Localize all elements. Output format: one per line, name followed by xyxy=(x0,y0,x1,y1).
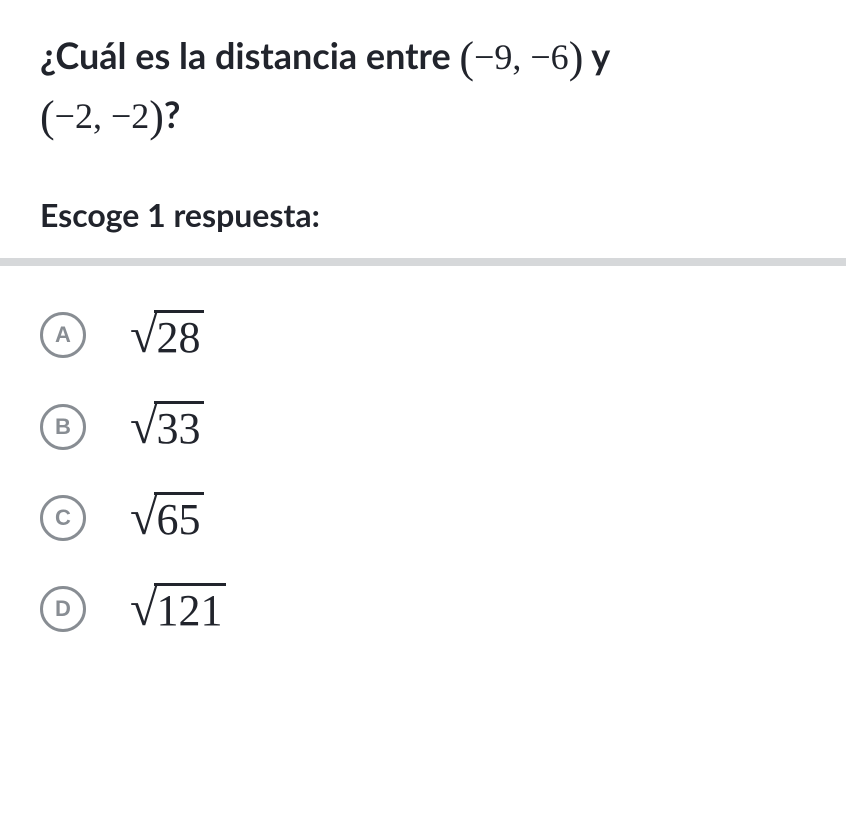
radicand: 33 xyxy=(154,401,204,452)
option-letter: D xyxy=(40,586,86,632)
option-letter: A xyxy=(40,312,86,358)
instruction-text: Escoge 1 respuesta: xyxy=(40,195,806,234)
option-letter: B xyxy=(40,404,86,450)
option-value: √ 33 xyxy=(130,401,204,452)
radicand: 28 xyxy=(154,310,204,361)
divider-wrap xyxy=(0,258,846,266)
option-value: √ 65 xyxy=(130,492,204,543)
sqrt-icon: √ xyxy=(130,312,157,360)
sqrt-icon: √ xyxy=(130,585,157,633)
sqrt-icon: √ xyxy=(130,403,157,451)
option-value: √ 121 xyxy=(130,583,226,634)
question-point-1: (−9, −6) xyxy=(459,37,583,77)
option-letter: C xyxy=(40,495,86,541)
question-suffix: ? xyxy=(164,92,181,136)
question-prefix: ¿Cuál es la distancia entre xyxy=(40,33,459,77)
question-mid: y xyxy=(583,33,610,77)
option-a[interactable]: A √ 28 xyxy=(40,290,806,381)
radicand: 65 xyxy=(154,492,204,543)
option-c[interactable]: C √ 65 xyxy=(40,472,806,563)
question-text: ¿Cuál es la distancia entre (−9, −6) y (… xyxy=(40,28,806,147)
option-value: √ 28 xyxy=(130,310,204,361)
option-b[interactable]: B √ 33 xyxy=(40,381,806,472)
option-d[interactable]: D √ 121 xyxy=(40,563,806,654)
options-list: A √ 28 B √ 33 C √ 65 D √ 121 xyxy=(40,266,806,655)
question-point-2: (−2, −2) xyxy=(40,96,164,136)
sqrt-icon: √ xyxy=(130,494,157,542)
divider xyxy=(0,258,846,266)
radicand: 121 xyxy=(154,583,226,634)
question-container: ¿Cuál es la distancia entre (−9, −6) y (… xyxy=(0,0,846,655)
